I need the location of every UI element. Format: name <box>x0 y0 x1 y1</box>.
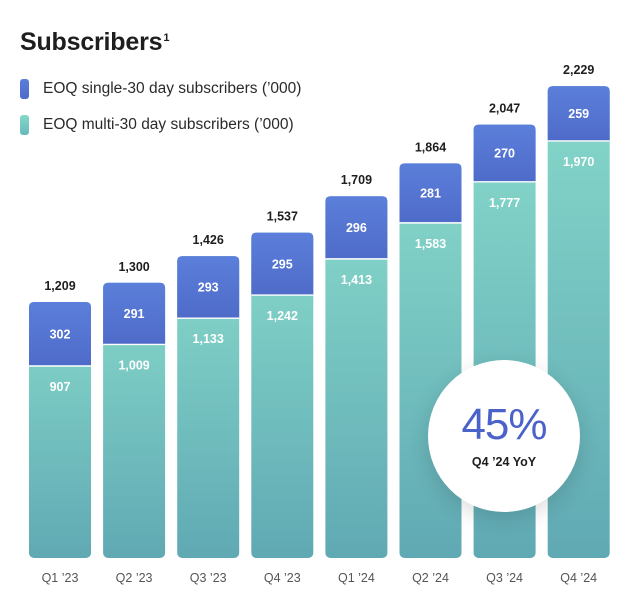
bar-total-label: 1,426 <box>193 233 224 247</box>
chart-title-text: Subscribers <box>20 28 163 56</box>
yoy-growth-value: 45% <box>461 400 547 449</box>
bar-total-label: 1,209 <box>44 279 75 293</box>
multi-value-label: 1,777 <box>489 196 520 210</box>
bar-single-segment <box>29 302 91 366</box>
bar-single-segment <box>325 196 388 259</box>
x-tick-label: Q2 ’23 <box>116 571 153 585</box>
bar-single-segment <box>251 232 314 296</box>
single-value-label: 302 <box>50 328 71 342</box>
x-tick-label: Q4 ’24 <box>560 571 597 585</box>
legend-swatch-multi <box>20 115 29 135</box>
bar-single-segment <box>399 163 462 223</box>
x-tick-label: Q3 ’24 <box>486 571 523 585</box>
bar-multi-segment <box>103 282 166 558</box>
chart-title: Subscribers1 <box>20 28 169 57</box>
bar-total-label: 1,709 <box>341 173 372 187</box>
legend-label-single: EOQ single-30 day subscribers (’000) <box>43 80 302 97</box>
single-value-label: 281 <box>420 187 441 201</box>
single-value-label: 270 <box>494 147 515 161</box>
multi-value-label: 907 <box>50 380 71 394</box>
single-value-label: 291 <box>124 307 145 321</box>
bar-total-label: 2,229 <box>563 63 594 77</box>
x-tick-label: Q4 ’23 <box>264 571 301 585</box>
bar-multi-segment <box>177 256 240 558</box>
single-value-label: 295 <box>272 257 293 271</box>
bar-total-label: 1,864 <box>415 140 446 154</box>
legend-item-multi: EOQ multi-30 day subscribers (’000) <box>20 114 301 136</box>
bar-multi-segment <box>251 232 314 558</box>
title-footnote: 1 <box>163 31 170 44</box>
bar-single-segment <box>103 282 166 345</box>
bar-single-segment <box>177 256 240 319</box>
x-tick-label: Q2 ’24 <box>412 571 449 585</box>
x-tick-label: Q1 ’23 <box>42 571 79 585</box>
multi-value-label: 1,970 <box>563 155 594 169</box>
multi-value-label: 1,133 <box>193 332 224 346</box>
yoy-growth-caption: Q4 ’24 YoY <box>471 455 537 469</box>
multi-value-label: 1,413 <box>341 273 372 287</box>
legend-swatch-single <box>20 79 29 99</box>
bar-total-label: 1,537 <box>267 210 298 224</box>
x-tick-label: Q3 ’23 <box>190 571 227 585</box>
yoy-growth-badge: 45% Q4 ’24 YoY <box>428 360 580 512</box>
legend-label-multi: EOQ multi-30 day subscribers (’000) <box>43 116 294 133</box>
multi-value-label: 1,009 <box>118 358 149 372</box>
bar-single-segment <box>547 86 610 141</box>
single-value-label: 259 <box>568 107 589 121</box>
bar-total-label: 1,300 <box>118 260 149 274</box>
legend-item-single: EOQ single-30 day subscribers (’000) <box>20 78 301 100</box>
single-value-label: 293 <box>198 281 219 295</box>
bar-total-label: 2,047 <box>489 102 520 116</box>
multi-value-label: 1,583 <box>415 237 446 251</box>
legend: EOQ single-30 day subscribers (’000) EOQ… <box>20 78 301 150</box>
multi-value-label: 1,242 <box>267 309 298 323</box>
single-value-label: 296 <box>346 221 367 235</box>
bar-single-segment <box>473 124 536 182</box>
bar-multi-segment <box>325 196 388 558</box>
x-tick-label: Q1 ’24 <box>338 571 375 585</box>
